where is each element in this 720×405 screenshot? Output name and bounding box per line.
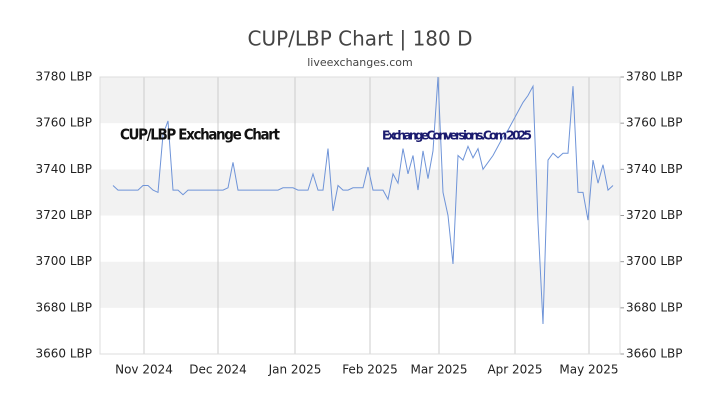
chart-subtitle: liveexchanges.com bbox=[307, 56, 412, 69]
band bbox=[100, 123, 620, 170]
y2-tick-label: 3680 LBP bbox=[626, 300, 683, 314]
y-tick-label: 3660 LBP bbox=[35, 347, 92, 361]
plot-border bbox=[99, 76, 621, 355]
x-tick-label: Apr 2025 bbox=[487, 363, 542, 377]
y-tick-label: 3720 LBP bbox=[35, 208, 92, 222]
y-tick-label: 3740 LBP bbox=[35, 162, 92, 176]
x-tick-label: Jan 2025 bbox=[268, 363, 322, 377]
y-tick-label: 3760 LBP bbox=[35, 116, 92, 130]
y2-tick-label: 3780 LBP bbox=[626, 70, 683, 84]
y2-tick-label: 3740 LBP bbox=[626, 162, 683, 176]
band bbox=[100, 307, 620, 354]
grid bbox=[99, 76, 624, 355]
annotation: ExchangeConversions.Com 2025 bbox=[382, 129, 532, 143]
band bbox=[100, 261, 620, 308]
annotation: CUP/LBP Exchange Chart bbox=[120, 126, 281, 144]
y2-tick-label: 3760 LBP bbox=[626, 116, 683, 130]
y2-tick-label: 3720 LBP bbox=[626, 208, 683, 222]
x-tick-label: May 2025 bbox=[559, 363, 618, 377]
x-tick-label: Mar 2025 bbox=[411, 363, 468, 377]
band bbox=[100, 169, 620, 216]
band bbox=[100, 215, 620, 262]
x-tick-label: Dec 2024 bbox=[189, 363, 247, 377]
y-tick-label: 3700 LBP bbox=[35, 254, 92, 268]
x-tick-label: Feb 2025 bbox=[342, 363, 398, 377]
y-tick-label: 3680 LBP bbox=[35, 300, 92, 314]
y2-tick-label: 3700 LBP bbox=[626, 254, 683, 268]
band bbox=[100, 77, 620, 124]
chart-title: CUP/LBP Chart | 180 D bbox=[247, 27, 472, 51]
y2-tick-label: 3660 LBP bbox=[626, 347, 683, 361]
line bbox=[112, 76, 614, 325]
y-tick-label: 3780 LBP bbox=[35, 70, 92, 84]
x-tick-label: Nov 2024 bbox=[115, 363, 173, 377]
marks bbox=[112, 76, 614, 325]
